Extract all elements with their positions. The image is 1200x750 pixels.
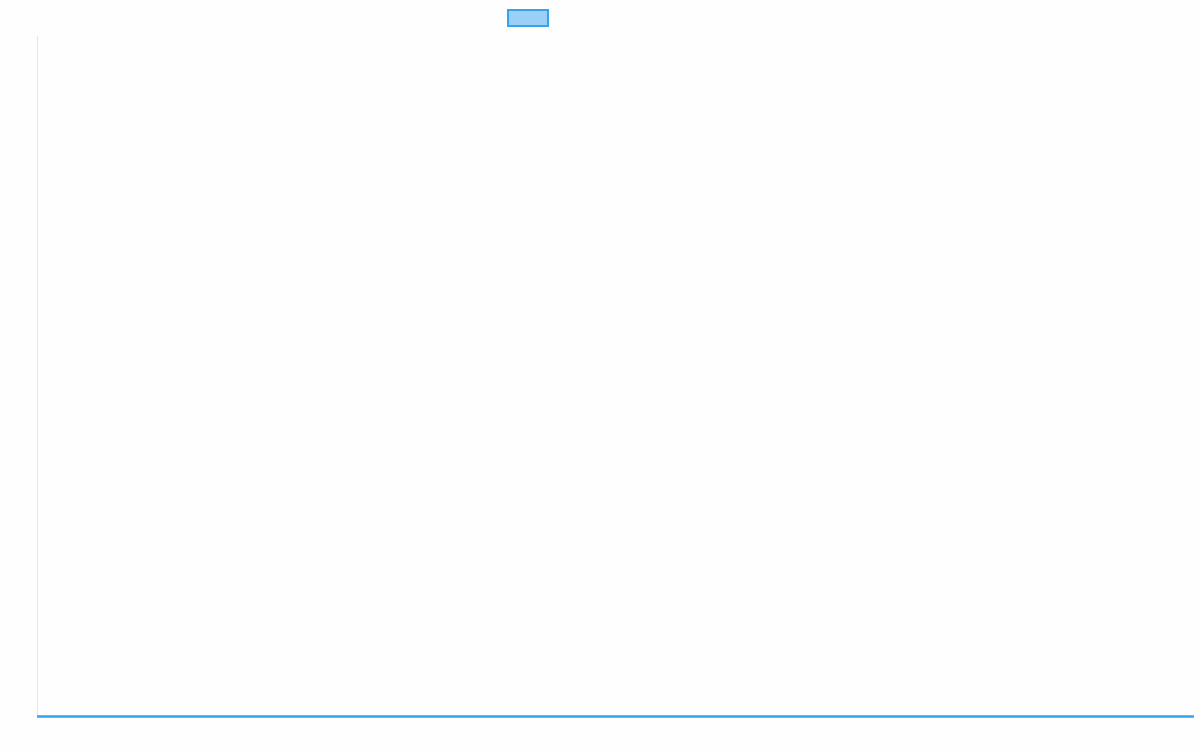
legend-swatch[interactable] <box>507 9 549 27</box>
